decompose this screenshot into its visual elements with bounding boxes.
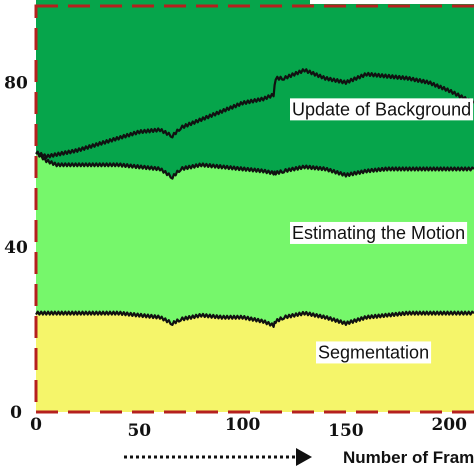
label-segmentation-text: Segmentation <box>318 342 429 362</box>
band-segmentation <box>36 311 474 412</box>
series-lines <box>35 68 474 328</box>
band-background <box>36 0 474 179</box>
label-estimating-motion-background <box>290 221 468 244</box>
line-segmentation <box>35 310 474 328</box>
y-tick-label: 40 <box>4 238 28 258</box>
y-tick-label: 80 <box>4 73 28 93</box>
x-tick-label: 100 <box>225 415 261 435</box>
line-background <box>35 68 474 160</box>
x-tick-label: 0 <box>30 415 42 435</box>
arrow-head <box>296 448 312 466</box>
x-direction-arrow <box>124 448 312 466</box>
y-axis-ticks: 0 40 80 <box>4 73 28 423</box>
line-motion <box>35 151 474 180</box>
x-tick-label: 150 <box>328 421 364 441</box>
band-motion <box>36 152 474 327</box>
band-labels: Update of Background Estimating the Motio… <box>290 98 474 364</box>
stacked-bands <box>36 0 474 412</box>
dashed-frame <box>34 4 474 414</box>
x-tick-label: 50 <box>127 421 151 441</box>
label-estimating-motion-text: Estimating the Motion <box>292 223 465 243</box>
top-white-patch <box>310 0 474 4</box>
x-tick-label: 200 <box>431 415 467 435</box>
label-segmentation-background <box>316 341 432 364</box>
x-axis-ticks: 0 50 100 150 200 <box>30 415 467 441</box>
label-update-background-background <box>290 98 474 121</box>
y-tick-label: 0 <box>10 403 22 423</box>
x-axis-label: Number of Frames <box>343 448 474 467</box>
label-update-background-text: Update of Background <box>292 99 471 119</box>
